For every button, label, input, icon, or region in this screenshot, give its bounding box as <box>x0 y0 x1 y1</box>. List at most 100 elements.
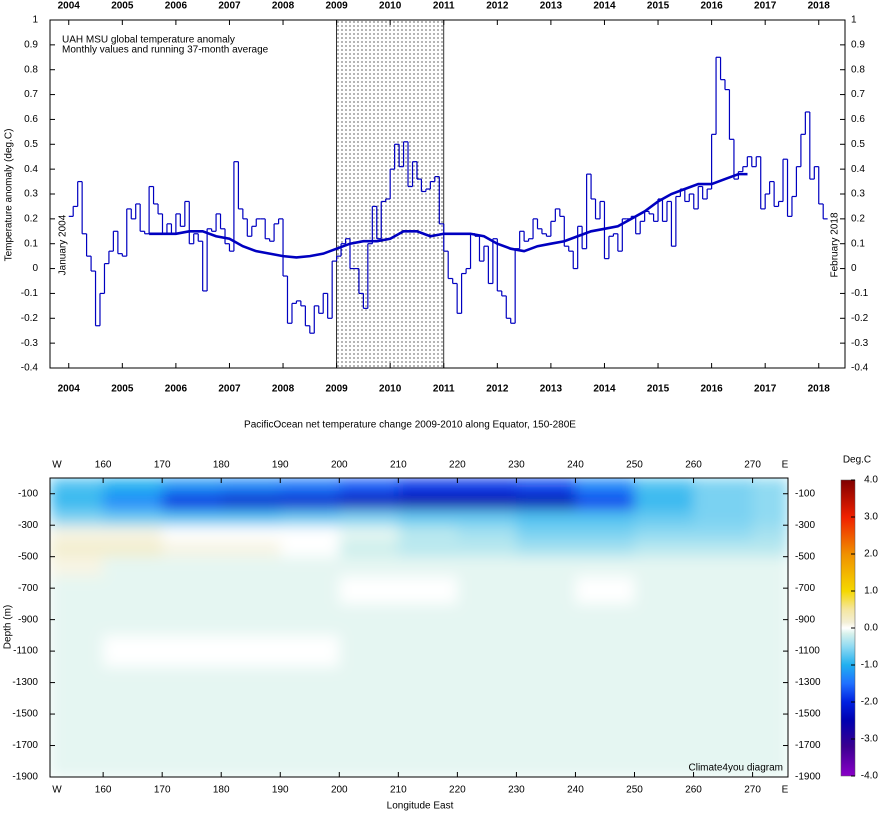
y-tick-label: 0.1 <box>24 238 38 249</box>
heat-cell <box>516 509 576 526</box>
heat-cell <box>634 509 695 526</box>
heat-cell <box>693 509 754 526</box>
heat-cell <box>50 757 104 777</box>
heat-cell <box>693 540 754 558</box>
x-tick-label-top: 160 <box>95 460 112 471</box>
heat-cell <box>398 666 458 699</box>
y-tick-label-right: -0.2 <box>851 313 869 324</box>
y-tick-label: -900 <box>18 614 38 625</box>
heat-cell <box>457 509 517 526</box>
x-tick-label: 170 <box>154 785 171 796</box>
x-tick-label-top: 190 <box>272 460 289 471</box>
heat-cell <box>339 576 399 605</box>
heat-cell <box>457 525 517 542</box>
heat-cell <box>398 509 458 526</box>
heat-cell <box>752 540 788 558</box>
x-tick-label: 240 <box>567 785 584 796</box>
heat-cell <box>693 525 754 542</box>
x-tick-label: 2015 <box>647 384 670 395</box>
y-tick-label-right: 0.5 <box>851 139 865 150</box>
x-tick-label: 2014 <box>593 384 616 395</box>
y-tick-label-right: -500 <box>795 551 815 562</box>
heat-cell <box>103 698 163 731</box>
heat-cell <box>50 478 104 495</box>
heat-cell <box>162 635 222 668</box>
heat-cell <box>457 493 517 510</box>
heat-cell <box>693 493 754 510</box>
x-tick-label-top: 2007 <box>218 1 241 12</box>
x-tick-label-top: 2008 <box>272 1 295 12</box>
x-end-label: W <box>52 785 62 796</box>
heat-cell <box>693 556 754 577</box>
heat-cell <box>398 478 458 495</box>
y-tick-label: -0.4 <box>21 363 39 374</box>
heat-cell <box>50 603 104 636</box>
heat-cell <box>280 576 340 605</box>
heat-cell <box>103 525 163 542</box>
heat-cell <box>339 540 399 558</box>
heat-cell <box>693 757 754 777</box>
colorbar-tick-label: 0.0 <box>864 623 878 634</box>
heat-cell <box>221 556 281 577</box>
heat-cell <box>280 666 340 699</box>
heat-cell <box>398 525 458 542</box>
heat-cell <box>221 478 281 495</box>
x-tick-label-top: 270 <box>744 460 761 471</box>
heat-cell <box>221 666 281 699</box>
x-tick-label-top: 2006 <box>165 1 188 12</box>
running-average <box>149 172 748 259</box>
heat-cell <box>516 525 576 542</box>
heat-cell <box>221 603 281 636</box>
y-tick-label: -500 <box>18 551 38 562</box>
heat-cell <box>398 757 458 777</box>
heat-cell <box>280 729 340 758</box>
x-tick-label-top: 2018 <box>808 1 831 12</box>
heat-cell <box>752 603 788 636</box>
heat-cell <box>398 556 458 577</box>
y-tick-label-right: -1700 <box>795 740 821 751</box>
y-tick-label: -700 <box>18 583 38 594</box>
heat-cell <box>103 493 163 510</box>
y-tick-label: -1100 <box>13 646 38 657</box>
heat-cell <box>162 478 222 495</box>
heat-cell <box>693 698 754 731</box>
heat-cell <box>221 698 281 731</box>
heat-cell <box>693 603 754 636</box>
heat-cell <box>339 478 399 495</box>
x-tick-label-top: 250 <box>626 460 643 471</box>
plot-background <box>50 20 845 368</box>
heat-cell <box>516 576 576 605</box>
heat-cell <box>162 666 222 699</box>
heat-cell <box>575 478 635 495</box>
x-tick-label-top: 2015 <box>647 1 670 12</box>
heat-cell <box>575 698 635 731</box>
heat-cell <box>575 525 635 542</box>
heat-cell <box>516 757 576 777</box>
heat-cell <box>457 729 517 758</box>
heat-cell <box>103 635 163 668</box>
y-tick-label: 0.8 <box>24 64 38 75</box>
heat-cell <box>103 757 163 777</box>
heat-cell <box>457 698 517 731</box>
x-tick-label: 190 <box>272 785 289 796</box>
y-tick-label-right: -900 <box>795 614 815 625</box>
heat-cell <box>162 540 222 558</box>
heat-cell <box>575 603 635 636</box>
heat-cell <box>575 729 635 758</box>
heat-cell <box>280 540 340 558</box>
x-tick-label-top: 180 <box>213 460 230 471</box>
x-tick-label-top: 220 <box>449 460 466 471</box>
heat-cell <box>50 556 104 577</box>
heat-cell <box>50 540 104 558</box>
heat-cell <box>339 509 399 526</box>
heat-cell <box>221 540 281 558</box>
heat-cell <box>457 478 517 495</box>
y-tick-label: -0.1 <box>21 288 39 299</box>
heat-cell <box>103 478 163 495</box>
credit: Climate4you diagram <box>689 763 784 774</box>
x-tick-label: 180 <box>213 785 230 796</box>
y-tick-label-right: 0.9 <box>851 39 865 50</box>
y-tick-label: 0.3 <box>24 189 38 200</box>
heat-cell <box>457 540 517 558</box>
y-tick-label-right: 0.6 <box>851 114 865 125</box>
